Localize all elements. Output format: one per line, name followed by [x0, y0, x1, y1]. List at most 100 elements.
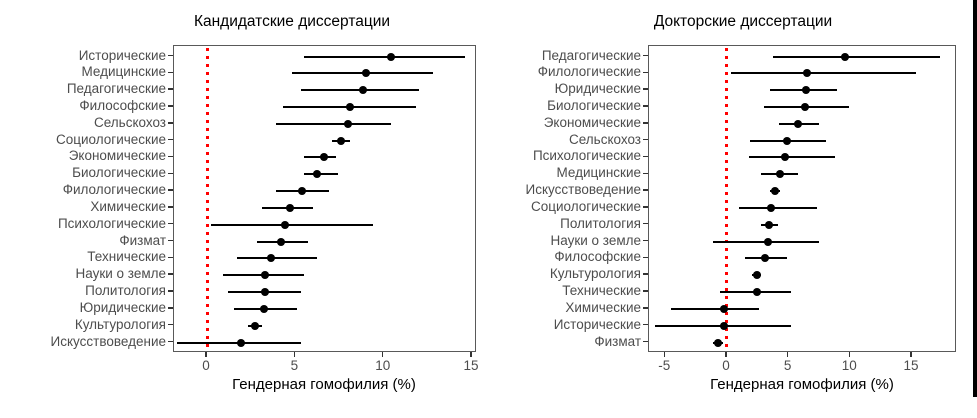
y-tick — [168, 105, 173, 107]
x-tick — [293, 352, 296, 357]
category-label: Науки о земле — [550, 232, 641, 248]
y-tick — [168, 71, 173, 74]
y-tick — [168, 256, 173, 259]
data-point — [250, 321, 259, 330]
x-tick-label: 5 — [290, 358, 299, 373]
data-point — [286, 203, 295, 212]
error-bar — [749, 156, 836, 159]
category-label: Филологические — [62, 182, 166, 198]
error-bar — [304, 173, 338, 176]
y-tick — [643, 340, 648, 343]
data-point — [319, 153, 328, 162]
y-tick — [168, 307, 173, 309]
data-point — [780, 153, 789, 162]
x-tick — [663, 352, 666, 357]
x-tick — [848, 352, 851, 357]
window-edge — [973, 0, 977, 397]
category-label: Физмат — [119, 232, 166, 248]
category-label: Культурология — [74, 316, 166, 332]
data-point — [794, 119, 803, 128]
data-point — [761, 254, 770, 263]
y-tick — [643, 122, 648, 124]
y-tick — [168, 189, 173, 191]
y-tick — [168, 222, 173, 225]
category-label: Химические — [90, 198, 166, 214]
y-tick — [168, 88, 173, 90]
error-bar — [739, 206, 817, 209]
category-label: Психологические — [57, 215, 166, 231]
y-tick — [643, 206, 648, 208]
x-tick-label: 15 — [903, 358, 919, 373]
category-label: Науки о земле — [75, 266, 166, 282]
data-point — [763, 237, 772, 246]
category-label: Биологические — [72, 165, 166, 181]
data-point — [841, 52, 850, 61]
plot-title-candidate: Кандидатские диссертации — [193, 13, 391, 30]
error-bar — [671, 307, 759, 310]
y-tick — [168, 155, 173, 158]
category-label: Исторические — [78, 47, 166, 63]
y-tick — [643, 222, 648, 225]
x-tick-label: -5 — [658, 358, 671, 373]
data-point — [236, 338, 245, 347]
y-tick — [168, 172, 173, 174]
x-tick — [381, 352, 384, 357]
category-label: Филологические — [537, 64, 641, 80]
data-point — [783, 136, 792, 145]
y-tick — [643, 54, 648, 57]
x-tick — [205, 352, 207, 357]
y-tick — [168, 206, 173, 208]
data-point — [312, 170, 321, 179]
category-label: Медицинские — [556, 165, 641, 181]
error-bar — [210, 223, 374, 226]
data-point — [714, 338, 723, 347]
y-tick — [643, 273, 648, 275]
y-tick — [168, 54, 173, 57]
plot-panel-doctoral — [648, 45, 956, 352]
data-point — [752, 271, 761, 280]
x-tick-label: 10 — [841, 358, 857, 373]
y-tick — [643, 323, 648, 326]
category-label: Политология — [85, 283, 166, 299]
data-point — [261, 288, 270, 297]
x-tick-label: 0 — [202, 358, 210, 373]
data-point — [720, 304, 729, 313]
data-point — [803, 69, 812, 78]
data-point — [801, 86, 810, 95]
category-label: Культурология — [549, 266, 641, 282]
data-point — [298, 187, 307, 196]
data-point — [386, 52, 395, 61]
category-label: Медицинские — [81, 64, 166, 80]
y-tick — [643, 155, 648, 158]
error-bar — [237, 257, 317, 260]
y-tick — [168, 239, 173, 242]
data-point — [346, 102, 355, 111]
zero-reference-line — [205, 48, 209, 349]
y-tick — [643, 290, 648, 292]
category-label: Биологические — [547, 97, 641, 113]
category-label: Экономические — [543, 114, 641, 130]
data-point — [767, 203, 776, 212]
data-point — [261, 271, 270, 280]
data-point — [764, 220, 773, 229]
error-bar — [730, 72, 916, 75]
data-point — [337, 136, 346, 145]
x-axis-title-candidate: Гендерная гомофилия (%) — [232, 376, 416, 393]
error-bar — [304, 55, 465, 58]
data-point — [344, 119, 353, 128]
y-tick — [643, 105, 648, 107]
category-label: Химические — [565, 299, 641, 315]
category-label: Сельскохоз — [568, 131, 641, 147]
x-tick — [786, 352, 789, 357]
y-tick — [643, 71, 648, 74]
data-point — [752, 288, 761, 297]
y-tick — [643, 138, 648, 141]
category-label: Философские — [79, 97, 166, 113]
y-tick — [643, 88, 648, 90]
category-label: Технические — [87, 249, 166, 265]
data-point — [259, 304, 268, 313]
y-tick — [168, 122, 173, 124]
y-tick — [168, 138, 173, 141]
category-label: Политология — [560, 215, 641, 231]
